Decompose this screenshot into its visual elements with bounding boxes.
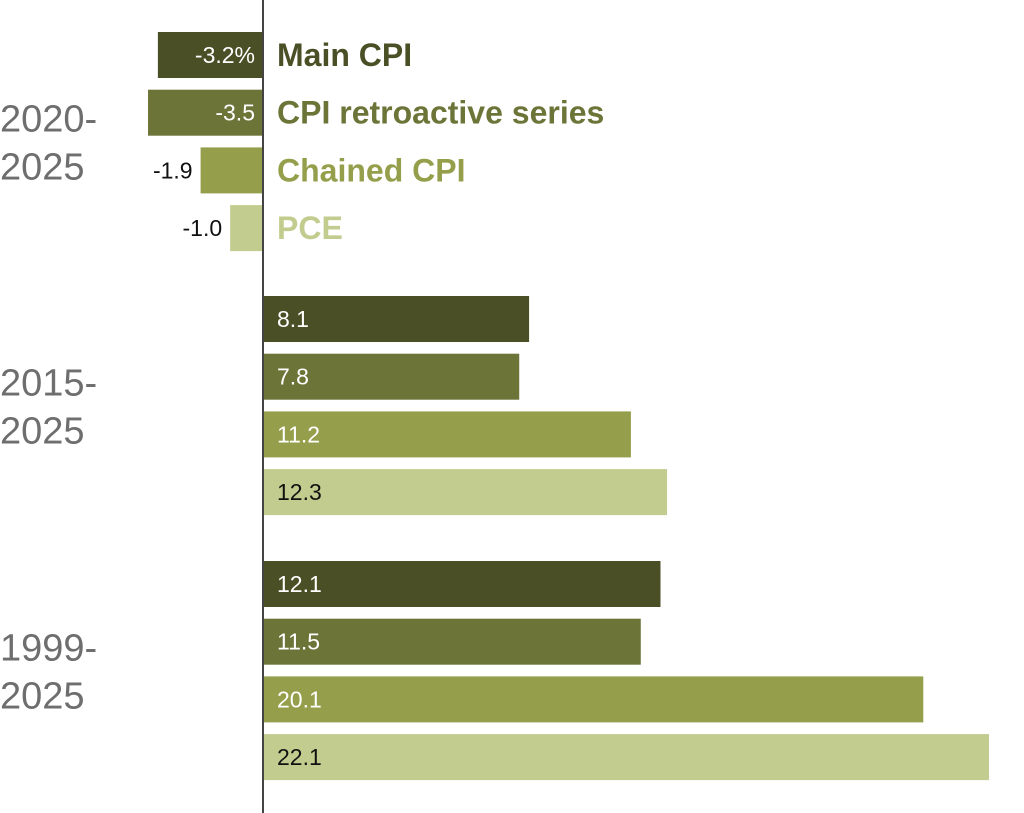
group-label-1: 2015-2025: [0, 363, 97, 453]
bar-2-0: [263, 561, 661, 607]
bar-2-2: [263, 676, 924, 723]
value-label-2-3: 22.1: [277, 744, 322, 770]
value-label-0-2: -1.9: [153, 157, 193, 183]
bar-0-0: [157, 32, 263, 78]
series-label-3: PCE: [277, 210, 343, 246]
value-label-1-3: 12.3: [277, 479, 322, 505]
bar-1-3: [263, 469, 668, 516]
bar-1-1: [263, 353, 520, 400]
value-label-2-2: 20.1: [277, 686, 322, 712]
series-label-2: Chained CPI: [277, 152, 465, 188]
value-label-2-1: 11.5: [277, 629, 320, 655]
bar-2-1: [263, 618, 641, 665]
series-label-0: Main CPI: [277, 37, 412, 73]
bar-0-3: [230, 205, 263, 252]
bars-layer: [148, 32, 989, 781]
labels-layer: 2020-2025 -3.2% Main CPI -3.5 CPI retroactiv…: [0, 37, 604, 770]
value-label-1-2: 11.2: [277, 421, 320, 447]
series-label-1: CPI retroactive series: [277, 95, 604, 131]
value-label-2-0: 12.1: [277, 571, 322, 597]
group-label-0: 2020-2025: [0, 99, 97, 189]
value-label-0-3: -1.0: [183, 215, 223, 241]
group-label-2: 1999-2025: [0, 628, 97, 718]
bar-2-3: [263, 734, 989, 781]
value-label-0-1: -3.5: [215, 100, 255, 126]
bar-1-2: [263, 411, 631, 458]
value-label-0-0: -3.2%: [195, 42, 255, 68]
value-label-1-0: 8.1: [277, 306, 309, 332]
value-label-1-1: 7.8: [277, 364, 309, 390]
bar-0-2: [200, 147, 263, 194]
bar-1-0: [263, 296, 530, 342]
bar-0-1: [148, 89, 263, 136]
